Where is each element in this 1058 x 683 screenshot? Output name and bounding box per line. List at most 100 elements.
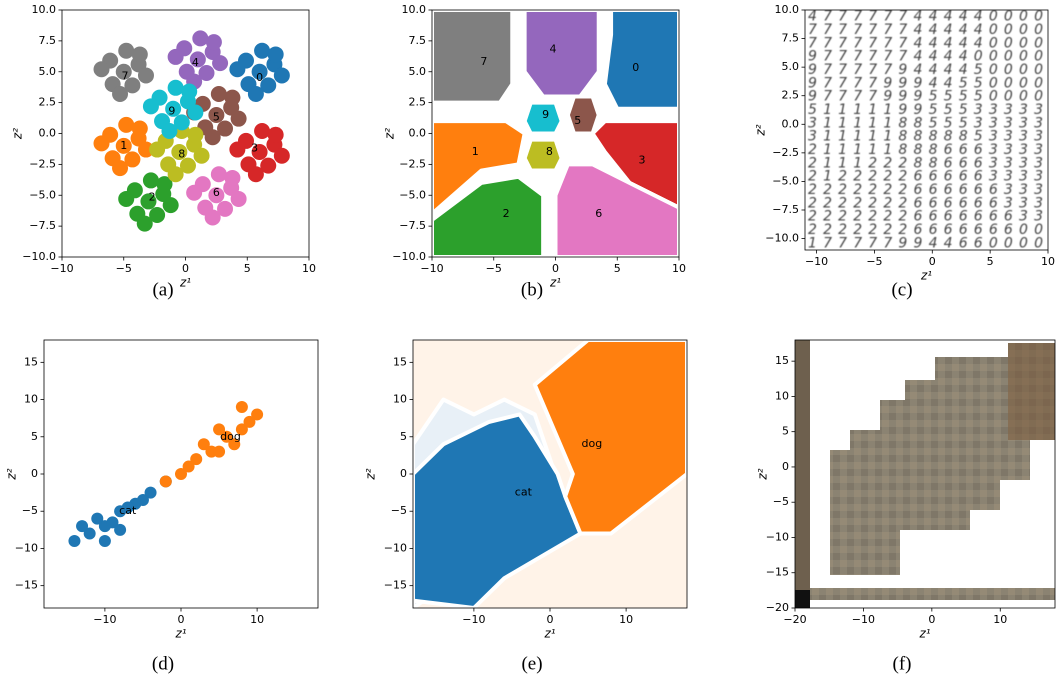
- point: [112, 160, 128, 176]
- region: [568, 96, 599, 133]
- y-axis-label: z²: [383, 128, 397, 140]
- point: [229, 142, 245, 158]
- x-tick-label: −5: [866, 255, 882, 268]
- x-tick-label: −5: [486, 262, 502, 275]
- digit-row: 1777779944660000: [808, 235, 1043, 251]
- y-tick-label: −15: [384, 579, 407, 592]
- x-tick-label: −10: [852, 613, 875, 626]
- x-tick-label: 5: [987, 255, 994, 268]
- y-axis-label: z²: [11, 128, 25, 140]
- y-tick-label: −20: [766, 601, 789, 614]
- y-tick-label: −10: [766, 530, 789, 543]
- caption: (e): [521, 653, 542, 674]
- annotation: 1: [472, 145, 479, 158]
- annotation: 5: [213, 110, 220, 123]
- x-axis-label: z¹: [918, 627, 930, 641]
- annotation: 7: [121, 70, 128, 83]
- x-tick-label: 5: [614, 262, 621, 275]
- annotation: cat: [119, 504, 137, 517]
- point: [268, 127, 284, 143]
- y-tick-label: −10.0: [22, 250, 56, 263]
- caption: (b): [521, 279, 543, 300]
- point: [231, 191, 247, 207]
- annotation: 8: [178, 147, 185, 160]
- annotation: dog: [220, 430, 241, 443]
- x-tick-label: −10: [462, 613, 485, 626]
- x-tick-label: 10: [619, 613, 633, 626]
- x-tick-label: 10: [993, 613, 1007, 626]
- y-tick-label: 15: [393, 355, 407, 368]
- point: [99, 535, 111, 547]
- point: [138, 67, 154, 83]
- tile: [1008, 343, 1055, 440]
- point: [132, 46, 148, 62]
- point: [198, 438, 210, 450]
- y-tick-label: 7.5: [39, 34, 57, 47]
- point: [274, 148, 290, 164]
- point: [163, 197, 179, 213]
- point: [248, 86, 264, 102]
- annotation: 2: [149, 191, 156, 204]
- x-tick-label: 0: [929, 255, 936, 268]
- x-tick-label: −20: [783, 613, 806, 626]
- point: [248, 166, 264, 182]
- point: [236, 401, 248, 413]
- y-tick-label: 5: [782, 425, 789, 438]
- point: [194, 148, 210, 164]
- image-tiles: [795, 340, 1055, 608]
- point: [143, 172, 159, 188]
- y-tick-label: −5.0: [772, 174, 799, 187]
- point: [91, 513, 103, 525]
- y-tick-label: −10.0: [765, 232, 799, 245]
- y-tick-label: 0: [31, 467, 38, 480]
- y-tick-label: 7.5: [409, 34, 427, 47]
- y-axis-label: z²: [754, 124, 768, 136]
- x-axis-label: z¹: [543, 627, 555, 641]
- y-tick-label: 5.0: [39, 65, 57, 78]
- y-tick-label: −10.0: [392, 250, 426, 263]
- annotation: 6: [595, 207, 602, 220]
- point: [205, 129, 221, 145]
- annotation: 4: [550, 43, 557, 56]
- y-tick-label: 0.0: [782, 117, 800, 130]
- point: [137, 216, 153, 232]
- y-tick-label: −2.5: [29, 157, 56, 170]
- tile: [795, 590, 810, 608]
- point: [76, 520, 88, 532]
- point: [187, 127, 203, 143]
- plot-area: [413, 340, 687, 608]
- x-tick-label: 0: [178, 613, 185, 626]
- annotation: 7: [480, 55, 487, 68]
- annotation: 8: [546, 145, 553, 158]
- point: [254, 123, 270, 139]
- x-tick-label: 0: [547, 613, 554, 626]
- y-tick-label: −5: [773, 495, 789, 508]
- point: [118, 117, 134, 133]
- point: [229, 61, 245, 77]
- annotation: 6: [213, 186, 220, 199]
- y-tick-label: −5: [391, 504, 407, 517]
- y-tick-label: 10: [393, 393, 407, 406]
- y-tick-label: 0.0: [409, 127, 427, 140]
- annotation: 4: [192, 56, 199, 69]
- annotation: 5: [574, 114, 581, 127]
- x-tick-label: 0: [552, 262, 559, 275]
- caption: (d): [152, 653, 174, 674]
- annotation: 0: [256, 71, 263, 84]
- y-tick-label: 2.5: [39, 96, 57, 109]
- y-tick-label: −5: [22, 504, 38, 517]
- annotation: 1: [120, 139, 127, 152]
- point: [254, 43, 270, 59]
- point: [114, 524, 126, 536]
- point: [183, 461, 195, 473]
- y-tick-label: −7.5: [772, 203, 799, 216]
- point: [205, 209, 221, 225]
- y-tick-label: −15: [15, 579, 38, 592]
- y-tick-label: −7.5: [29, 219, 56, 232]
- x-tick-label: 10: [1041, 255, 1055, 268]
- x-tick-label: 10: [302, 262, 316, 275]
- point: [187, 105, 203, 121]
- point: [206, 34, 222, 50]
- point: [149, 142, 165, 158]
- x-axis-label: z¹: [174, 627, 186, 641]
